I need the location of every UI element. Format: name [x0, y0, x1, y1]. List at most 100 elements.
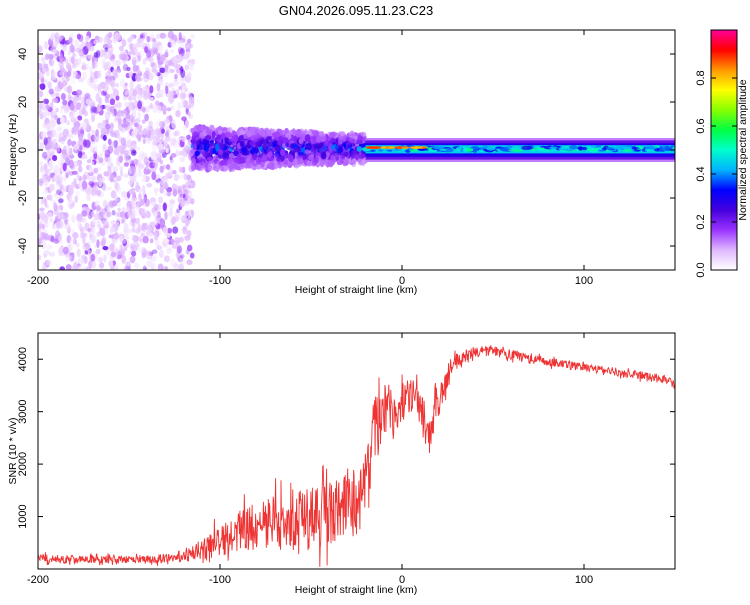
heatmap-cell	[80, 100, 85, 108]
heatmap-cell	[117, 145, 124, 152]
heatmap-cell	[306, 160, 311, 167]
heatmap-cell	[51, 119, 57, 128]
heatmap-cell	[66, 85, 73, 94]
heatmap-cell	[327, 159, 334, 168]
heatmap-cell	[187, 65, 194, 71]
heatmap-cell	[181, 137, 187, 142]
heatmap-cell	[72, 232, 79, 239]
heatmap-cell	[58, 35, 63, 42]
heatmap-cell	[67, 243, 73, 252]
heatmap-cell	[143, 156, 149, 166]
heatmap-cell	[241, 150, 247, 156]
heatmap-cell	[184, 235, 191, 241]
heatmap-cell	[73, 58, 79, 68]
heatmap-cell	[135, 217, 140, 225]
heatmap-cell	[38, 237, 42, 245]
heatmap-cell	[131, 196, 136, 205]
heatmap-cell	[284, 153, 290, 159]
heatmap-cell	[184, 87, 189, 92]
heatmap-cell	[147, 232, 154, 237]
heatmap-cell	[177, 101, 181, 110]
heatmap-cell	[146, 260, 153, 268]
heatmap-cell	[179, 198, 185, 208]
heatmap-cell	[156, 105, 163, 114]
heatmap-cell	[82, 245, 86, 250]
heatmap-cell	[162, 153, 166, 158]
heatmap-cell	[136, 37, 142, 44]
heatmap-cell	[98, 49, 105, 58]
heatmap-cell	[228, 152, 235, 159]
heatmap-cell	[220, 133, 226, 140]
heatmap-cell	[89, 66, 93, 74]
heatmap-cell	[144, 113, 149, 122]
heatmap-cell	[274, 150, 281, 158]
heatmap-cell	[78, 180, 83, 190]
heatmap-cell	[49, 58, 55, 67]
heatmap-cell	[134, 170, 141, 178]
heatmap-cell	[73, 160, 79, 168]
heatmap-cell	[71, 181, 77, 188]
heatmap-cell	[232, 144, 238, 151]
heatmap-cell	[109, 243, 115, 252]
heatmap-cell	[171, 216, 176, 225]
heatmap-cell	[106, 42, 113, 49]
heatmap-cell	[278, 139, 285, 145]
heatmap-cell	[173, 173, 180, 182]
heatmap-cell	[84, 250, 89, 255]
heatmap-cell	[141, 119, 146, 124]
heatmap-cell	[39, 113, 44, 120]
heatmap-cell	[94, 211, 99, 221]
y-tick-label: 20	[17, 96, 29, 108]
heatmap-cell	[43, 137, 48, 146]
heatmap-cell	[328, 131, 335, 140]
heatmap-cell	[658, 148, 666, 153]
heatmap-cell	[118, 45, 124, 52]
heatmap-cell	[74, 39, 79, 48]
heatmap-cell	[175, 110, 181, 118]
heatmap-cell	[47, 211, 52, 218]
heatmap-cell	[108, 58, 115, 64]
heatmap-cell	[185, 134, 191, 140]
heatmap-cell	[162, 202, 167, 212]
heatmap-cell	[313, 142, 320, 150]
heatmap-cell	[186, 174, 191, 180]
heatmap-cell	[78, 48, 85, 57]
heatmap-cell	[134, 146, 141, 151]
heatmap-cell	[53, 208, 60, 216]
heatmap-cell	[98, 256, 104, 263]
heatmap-cell	[108, 260, 114, 267]
heatmap-cell	[46, 80, 52, 89]
heatmap-cell	[120, 137, 127, 147]
heatmap-cell	[100, 127, 107, 135]
heatmap-cell	[69, 44, 75, 53]
heatmap-cell	[115, 175, 122, 182]
heatmap-cell	[93, 39, 99, 45]
heatmap-cell	[53, 202, 58, 212]
heatmap-cell	[138, 193, 142, 202]
heatmap-cell	[112, 166, 118, 173]
heatmap-cell	[109, 81, 115, 87]
heatmap-cell	[186, 244, 193, 252]
heatmap-cell	[83, 139, 87, 148]
heatmap-cell	[304, 134, 311, 143]
heatmap-cell	[148, 68, 152, 74]
heatmap-cell	[156, 41, 162, 46]
heatmap-cell	[77, 115, 83, 121]
heatmap-cell	[119, 51, 125, 59]
heatmap-cell	[82, 108, 87, 115]
heatmap-cell	[65, 255, 72, 261]
heatmap-peak	[401, 146, 410, 149]
heatmap-cell	[116, 211, 123, 218]
heatmap-cell	[180, 69, 186, 78]
heatmap-cell	[119, 211, 126, 218]
heatmap-cell	[190, 209, 194, 219]
heatmap-cell	[121, 206, 126, 216]
heatmap-cell	[81, 106, 86, 115]
heatmap-cell	[105, 75, 111, 83]
heatmap-cell	[185, 44, 192, 49]
heatmap-peak	[387, 146, 395, 149]
heatmap-cell	[141, 184, 146, 193]
colorbar: 0.0 0.2 0.4 0.6 0.8 Normalized spectral ampl…	[695, 29, 749, 278]
heatmap-cell	[148, 226, 154, 233]
